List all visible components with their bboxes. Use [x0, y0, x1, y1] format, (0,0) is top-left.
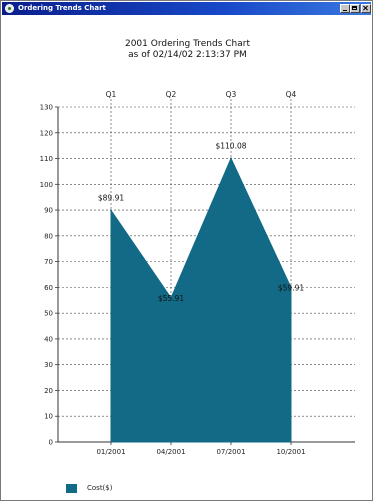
y-tick-label: 90: [44, 207, 53, 215]
data-point: [290, 286, 292, 289]
y-tick-label: 120: [40, 129, 53, 137]
x-tick-label: 01/2001: [96, 448, 125, 456]
maximize-icon[interactable]: [350, 4, 360, 13]
y-tick-label: 60: [44, 284, 53, 292]
chart-title: 2001 Ordering Trends Chart: [124, 39, 251, 49]
y-tick-label: 20: [44, 387, 53, 395]
y-tick-label: 130: [40, 104, 53, 112]
area-chart: 0 10 20 30 40 50 60 70 80 90 100 110 120 130 $89.91 $55…: [40, 90, 355, 456]
chart-subtitle: as of 02/14/02 2:13:37 PM: [128, 50, 247, 60]
quarter-label: Q4: [286, 90, 297, 99]
x-tick-label: 10/2001: [276, 448, 305, 456]
close-icon[interactable]: [361, 4, 371, 13]
legend-label: Cost($): [87, 484, 113, 492]
y-tick-label: 100: [40, 181, 53, 189]
data-label: $55.91: [158, 294, 184, 303]
data-point: [110, 209, 112, 212]
y-tick-label: 80: [44, 232, 53, 240]
quarter-label: Q2: [166, 90, 177, 99]
y-tick-label: 0: [49, 439, 53, 447]
data-label: $59.91: [278, 284, 304, 293]
y-tick-label: 70: [44, 258, 53, 266]
y-tick-label: 30: [44, 361, 53, 369]
y-tick-label: 10: [44, 413, 53, 421]
y-tick-label: 50: [44, 310, 53, 318]
data-label: $110.08: [215, 141, 246, 150]
quarter-label: Q1: [106, 90, 117, 99]
data-label: $89.91: [98, 193, 124, 202]
legend-swatch: [66, 484, 77, 493]
quarter-label: Q3: [226, 90, 237, 99]
data-point: [170, 297, 172, 299]
app-icon[interactable]: [5, 4, 14, 13]
x-tick-label: 07/2001: [216, 448, 245, 456]
y-tick-label: 40: [44, 335, 53, 343]
data-point: [230, 157, 232, 160]
x-tick-label: 04/2001: [156, 448, 185, 456]
area-series-cost: [110, 157, 292, 443]
minimize-icon[interactable]: [340, 4, 350, 13]
window-title: Ordering Trends Chart: [18, 4, 106, 12]
title-bar[interactable]: Ordering Trends Chart: [2, 2, 371, 15]
y-tick-label: 110: [40, 155, 53, 163]
